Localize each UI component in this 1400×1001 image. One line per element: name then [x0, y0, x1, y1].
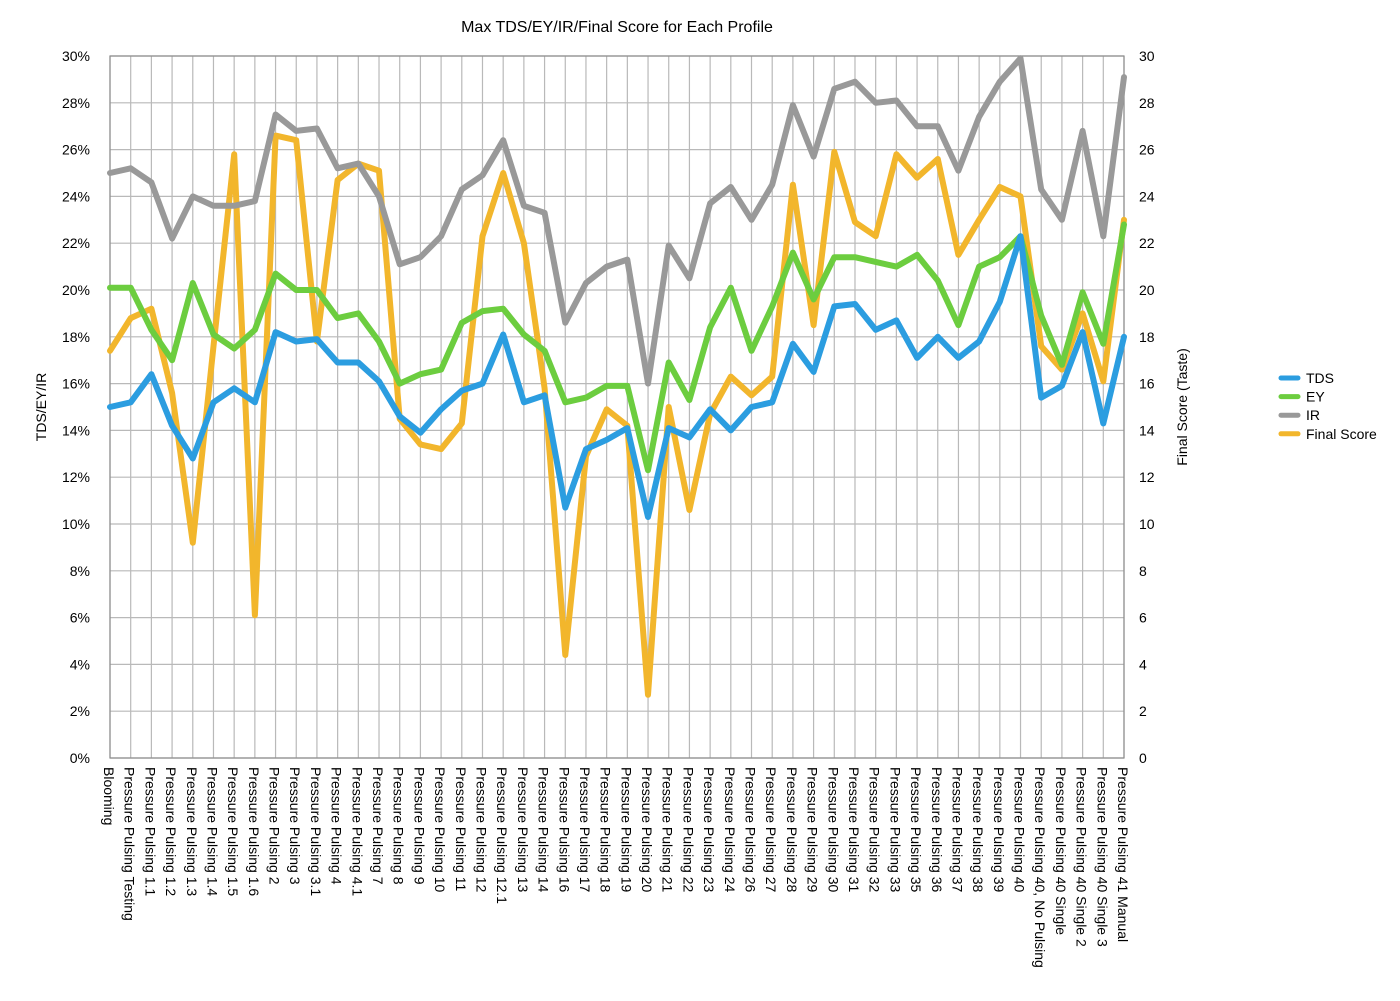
x-tick-label: Pressure Pulsing 20 — [639, 767, 655, 893]
y-right-tick-label: 28 — [1139, 95, 1155, 111]
x-tick-label: Pressure Pulsing 1.4 — [204, 767, 220, 896]
x-tick-label: Pressure Pulsing 12.1 — [494, 767, 510, 904]
x-tick-label: Pressure Pulsing 9 — [411, 767, 427, 885]
series-line-final-score — [107, 132, 1127, 698]
y-right-tick-label: 0 — [1139, 750, 1147, 766]
x-tick-label: Pressure Pulsing 40 Single 3 — [1094, 767, 1110, 947]
x-axis-ticks: Blooming Pressure Pulsing Testing Pressure… — [101, 767, 1131, 968]
legend: TDS EY IR Final Score — [1278, 370, 1377, 442]
x-tick-label: Pressure Pulsing 40 Single 2 — [1074, 767, 1090, 947]
x-tick-label: Pressure Pulsing 28 — [784, 767, 800, 893]
x-tick-label: Pressure Pulsing 18 — [598, 767, 614, 893]
y-left-tick-label: 28% — [62, 95, 90, 111]
y-left-tick-label: 0% — [70, 750, 90, 766]
y-axis-left-ticks: 0% 2% 4% 6% 8% 10% 12% 14% 16% 18% 20% 22% 24% 26% 28%… — [62, 48, 90, 766]
x-tick-label: Pressure Pulsing 21 — [660, 767, 676, 893]
y-right-tick-label: 22 — [1139, 235, 1155, 251]
x-tick-label: Pressure Pulsing 26 — [743, 767, 759, 893]
y-right-tick-label: 26 — [1139, 142, 1155, 158]
x-tick-label: Pressure Pulsing 39 — [991, 767, 1007, 893]
x-tick-label: Pressure Pulsing 40 — [1012, 767, 1028, 893]
x-tick-label: Pressure Pulsing Testing — [122, 767, 138, 921]
y-left-tick-label: 8% — [70, 563, 90, 579]
legend-label: EY — [1306, 389, 1325, 405]
x-tick-label: Pressure Pulsing 13 — [515, 767, 531, 893]
y-left-tick-label: 12% — [62, 469, 90, 485]
y-left-tick-label: 22% — [62, 235, 90, 251]
series-line-ey — [107, 221, 1127, 474]
x-tick-label: Pressure Pulsing 36 — [929, 767, 945, 893]
y-axis-right-label: Final Score (Taste) — [1174, 348, 1190, 465]
y-axis-left-label: TDS/EY/IR — [33, 373, 49, 441]
y-right-tick-label: 20 — [1139, 282, 1155, 298]
x-tick-label: Pressure Pulsing 1.6 — [246, 767, 262, 896]
x-tick-label: Pressure Pulsing 11 — [453, 767, 469, 891]
x-tick-label: Pressure Pulsing 40, No Pulsing — [1032, 767, 1048, 968]
x-tick-label: Pressure Pulsing 4.1 — [349, 767, 365, 896]
series-lines — [107, 55, 1127, 698]
x-tick-label: Pressure Pulsing 12 — [473, 767, 489, 893]
x-tick-label: Pressure Pulsing 40 Single — [1053, 767, 1069, 935]
x-tick-label: Pressure Pulsing 24 — [722, 767, 738, 893]
x-tick-label: Pressure Pulsing 16 — [556, 767, 572, 893]
x-tick-label: Pressure Pulsing 7 — [370, 767, 386, 885]
y-left-tick-label: 10% — [62, 516, 90, 532]
y-right-tick-label: 18 — [1139, 329, 1155, 345]
series-line-tds — [107, 233, 1127, 520]
x-tick-label: Pressure Pulsing 23 — [701, 767, 717, 893]
x-tick-label: Pressure Pulsing 27 — [763, 767, 779, 893]
y-right-tick-label: 4 — [1139, 656, 1147, 672]
y-right-tick-label: 2 — [1139, 703, 1147, 719]
legend-label: TDS — [1306, 370, 1334, 386]
x-tick-label: Pressure Pulsing 1.2 — [163, 767, 179, 896]
series-line-ir — [107, 55, 1127, 387]
y-left-tick-label: 26% — [62, 142, 90, 158]
x-tick-label: Pressure Pulsing 3.1 — [308, 767, 324, 896]
chart-title: Max TDS/EY/IR/Final Score for Each Profi… — [461, 19, 773, 36]
x-tick-label: Blooming — [101, 767, 117, 825]
x-tick-label: Pressure Pulsing 17 — [577, 767, 593, 893]
x-tick-label: Pressure Pulsing 1.3 — [184, 767, 200, 896]
y-left-tick-label: 24% — [62, 188, 90, 204]
x-tick-label: Pressure Pulsing 14 — [536, 767, 552, 893]
legend-label: Final Score — [1306, 426, 1377, 442]
y-right-tick-label: 6 — [1139, 610, 1147, 626]
y-left-tick-label: 4% — [70, 656, 90, 672]
y-left-tick-label: 20% — [62, 282, 90, 298]
y-right-tick-label: 10 — [1139, 516, 1155, 532]
y-right-tick-label: 8 — [1139, 563, 1147, 579]
y-right-tick-label: 30 — [1139, 48, 1155, 64]
x-tick-label: Pressure Pulsing 37 — [949, 767, 965, 893]
y-right-tick-label: 16 — [1139, 376, 1155, 392]
x-tick-label: Pressure Pulsing 33 — [887, 767, 903, 893]
y-left-tick-label: 14% — [62, 422, 90, 438]
x-tick-label: Pressure Pulsing 19 — [618, 767, 634, 893]
x-tick-label: Pressure Pulsing 3 — [287, 767, 303, 885]
x-tick-label: Pressure Pulsing 32 — [867, 767, 883, 893]
legend-label: IR — [1306, 407, 1320, 423]
x-tick-label: Pressure Pulsing 2 — [267, 767, 283, 885]
x-tick-label: Pressure Pulsing 10 — [432, 767, 448, 893]
x-tick-label: Pressure Pulsing 22 — [680, 767, 696, 893]
y-left-tick-label: 6% — [70, 610, 90, 626]
y-left-tick-label: 18% — [62, 329, 90, 345]
y-right-tick-label: 12 — [1139, 469, 1155, 485]
x-tick-label: Pressure Pulsing 8 — [391, 767, 407, 885]
y-right-tick-label: 14 — [1139, 422, 1155, 438]
x-tick-label: Pressure Pulsing 38 — [970, 767, 986, 893]
y-left-tick-label: 16% — [62, 376, 90, 392]
x-tick-label: Pressure Pulsing 35 — [908, 767, 924, 893]
x-tick-label: Pressure Pulsing 1.1 — [142, 767, 158, 896]
x-tick-label: Pressure Pulsing 30 — [825, 767, 841, 893]
x-tick-label: Pressure Pulsing 41 Manual — [1115, 767, 1131, 942]
x-tick-label: Pressure Pulsing 31 — [846, 767, 862, 893]
y-right-tick-label: 24 — [1139, 188, 1155, 204]
x-tick-label: Pressure Pulsing 1.5 — [225, 767, 241, 896]
y-left-tick-label: 2% — [70, 703, 90, 719]
x-tick-label: Pressure Pulsing 29 — [805, 767, 821, 893]
x-tick-label: Pressure Pulsing 4 — [329, 767, 345, 885]
y-left-tick-label: 30% — [62, 48, 90, 64]
